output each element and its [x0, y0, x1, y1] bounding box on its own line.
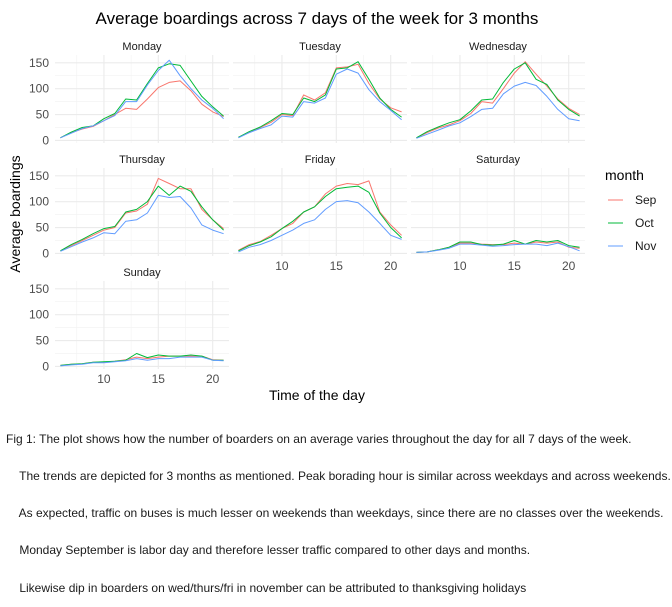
series-line-oct [238, 61, 402, 138]
facet-wednesday: Wednesday [411, 41, 585, 143]
legend-item-oct: Oct [608, 216, 654, 230]
faceted-line-chart: Average boardings across 7 days of the w… [7, 9, 657, 403]
facet-label: Thursday [119, 154, 165, 166]
facet-label: Monday [122, 41, 162, 53]
caption-line: The trends are depicted for 3 months as … [6, 469, 671, 484]
x-tick-label: 10 [453, 259, 467, 273]
facet-monday: Monday 0 50 100 150 [29, 41, 229, 147]
y-tick-label: 50 [36, 221, 50, 235]
series-line-sep [238, 63, 402, 138]
facet-label: Wednesday [469, 41, 527, 53]
facet-label: Friday [305, 154, 336, 166]
legend-label: Nov [635, 239, 656, 253]
series-line-oct [416, 240, 580, 253]
y-tick-label: 150 [29, 56, 49, 70]
facet-saturday: Saturday 10 15 20 [411, 154, 585, 273]
legend-label: Sep [635, 193, 657, 207]
x-tick-label: 15 [152, 372, 166, 386]
x-tick-label: 15 [330, 259, 344, 273]
legend-title: month [605, 167, 644, 183]
series-line-nov [416, 242, 580, 253]
facet-label: Sunday [123, 267, 161, 279]
series-line-nov [60, 59, 224, 139]
chart-title: Average boardings across 7 days of the w… [96, 9, 539, 28]
facet-label: Tuesday [299, 41, 341, 53]
series-line-oct [238, 185, 402, 252]
y-tick-label: 0 [42, 133, 49, 147]
x-tick-label: 20 [206, 372, 220, 386]
facet-thursday: Thursday 0 50 100 150 [29, 154, 229, 260]
legend-item-nov: Nov [608, 239, 656, 253]
series-line-nov [60, 194, 224, 252]
y-tick-label: 150 [29, 169, 49, 183]
y-tick-label: 100 [29, 82, 49, 96]
x-axis-label: Time of the day [269, 387, 365, 403]
x-tick-label: 15 [508, 259, 522, 273]
caption-line: As expected, traffic on buses is much le… [6, 506, 664, 521]
y-axis-label: Average boardings [7, 155, 23, 272]
series-line-sep [238, 180, 402, 251]
caption-line: Likewise dip in boarders on wed/thurs/fr… [6, 580, 527, 595]
series-line-oct [60, 185, 224, 252]
x-tick-label: 10 [97, 372, 111, 386]
y-tick-label: 100 [29, 308, 49, 322]
series-line-nov [238, 68, 402, 139]
x-tick-label: 20 [562, 259, 576, 273]
series-line-sep [60, 80, 224, 139]
facet-tuesday: Tuesday [233, 41, 407, 143]
series-line-nov [60, 356, 224, 367]
facet-label: Saturday [476, 154, 521, 166]
legend-label: Oct [635, 216, 654, 230]
y-tick-label: 0 [42, 246, 49, 260]
figure-caption: Fig 1: The plot shows how the number of … [6, 408, 672, 607]
y-tick-label: 150 [29, 282, 49, 296]
y-tick-label: 0 [42, 359, 49, 373]
series-line-oct [416, 62, 580, 139]
y-tick-label: 100 [29, 195, 49, 209]
x-tick-label: 10 [275, 259, 289, 273]
facet-friday: Friday 10 15 20 [233, 154, 407, 273]
caption-line: Monday September is labor day and theref… [6, 543, 531, 558]
caption-line: Fig 1: The plot shows how the number of … [6, 431, 632, 446]
y-tick-label: 50 [36, 108, 50, 122]
legend-item-sep: Sep [608, 193, 657, 207]
x-tick-label: 20 [384, 259, 398, 273]
series-line-nov [416, 81, 580, 139]
series-line-nov [238, 200, 402, 253]
legend: month Sep Oct Nov [605, 167, 657, 253]
facet-sunday: Sunday 0 50 100 150 10 15 20 [29, 267, 229, 386]
y-tick-label: 50 [36, 334, 50, 348]
